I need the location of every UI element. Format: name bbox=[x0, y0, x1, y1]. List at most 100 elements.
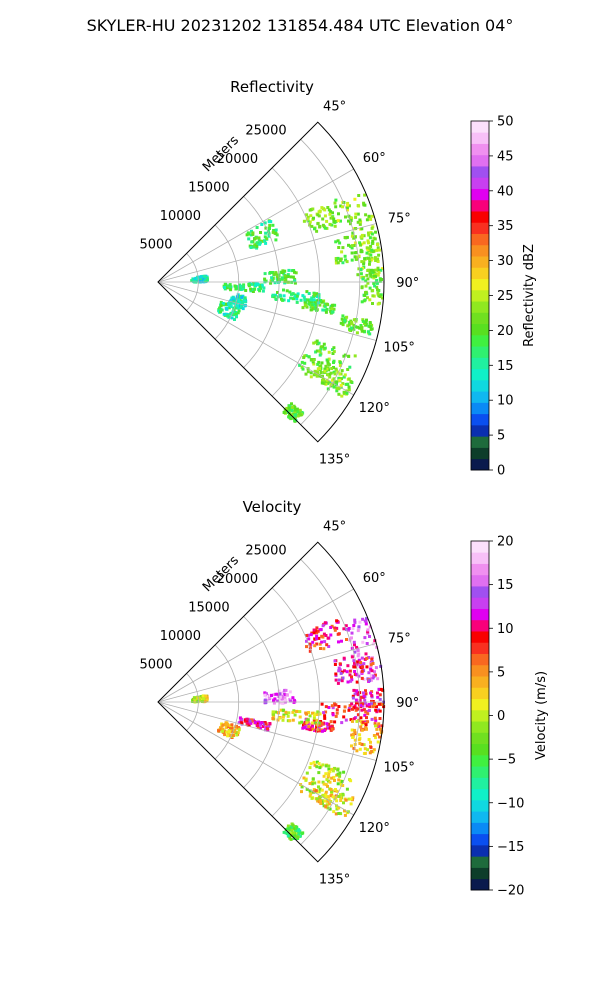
reflectivity-echo-cell bbox=[242, 284, 245, 288]
velocity-echo-cell bbox=[295, 825, 299, 829]
velocity-echo-cell bbox=[237, 728, 241, 732]
reflectivity-echo-cell bbox=[361, 277, 365, 281]
reflectivity-echo-cell bbox=[312, 216, 315, 220]
reflectivity-echo-cell bbox=[237, 306, 241, 309]
reflectivity-echo-cell bbox=[264, 231, 268, 235]
velocity-echo-cell bbox=[223, 733, 227, 737]
reflectivity-echo-cell bbox=[293, 406, 297, 409]
reflectivity-echo-cell bbox=[331, 304, 334, 308]
reflectivity-echo-cell bbox=[289, 296, 293, 300]
reflectivity-echo-cell bbox=[303, 300, 307, 304]
velocity-echo-cell bbox=[321, 624, 325, 628]
velocity-echo-cell bbox=[313, 763, 317, 767]
reflectivity-colorbar-tick-label: 15 bbox=[497, 359, 514, 374]
velocity-echo-cell bbox=[349, 802, 353, 806]
reflectivity-echo-cell bbox=[368, 262, 371, 266]
reflectivity-echo-cell bbox=[223, 282, 227, 286]
reflectivity-echo-cell bbox=[346, 368, 350, 371]
velocity-echo-cell bbox=[316, 710, 320, 714]
velocity-colorbar-swatch bbox=[471, 653, 489, 666]
velocity-echo-cell bbox=[315, 626, 319, 630]
velocity-echo-cell bbox=[330, 776, 334, 780]
velocity-echo-cell bbox=[333, 779, 336, 782]
reflectivity-echo-cell bbox=[285, 406, 289, 410]
reflectivity-echo-cell bbox=[315, 303, 318, 307]
reflectivity-echo-cell bbox=[353, 241, 357, 245]
velocity-echo-cell bbox=[278, 692, 282, 696]
reflectivity-colorbar-swatch bbox=[471, 121, 489, 133]
reflectivity-echo-cell bbox=[371, 294, 375, 298]
reflectivity-colorbar-swatch bbox=[471, 379, 489, 392]
velocity-echo-cell bbox=[368, 751, 372, 755]
velocity-echo-cell bbox=[355, 660, 359, 664]
reflectivity-echo-cell bbox=[274, 271, 278, 275]
velocity-echo-cell bbox=[311, 727, 315, 731]
reflectivity-echo-cell bbox=[367, 252, 371, 256]
velocity-radial-tick-label: 10000 bbox=[160, 629, 201, 644]
reflectivity-echo-cell bbox=[255, 244, 259, 248]
reflectivity-echo-cell bbox=[303, 361, 307, 365]
reflectivity-echo-cell bbox=[255, 241, 259, 245]
velocity-colorbar-swatch bbox=[471, 563, 489, 576]
velocity-echo-cell bbox=[379, 664, 383, 668]
velocity-echo-cell bbox=[327, 798, 331, 802]
reflectivity-echo-cell bbox=[368, 246, 372, 250]
velocity-echo-cell bbox=[353, 738, 357, 742]
reflectivity-echo-cell bbox=[323, 346, 327, 350]
reflectivity-echo-region bbox=[302, 198, 347, 233]
velocity-radial-tick-label: 15000 bbox=[188, 600, 229, 615]
velocity-echo-cell bbox=[355, 645, 359, 649]
reflectivity-echo-cell bbox=[362, 241, 366, 245]
reflectivity-echo-cell bbox=[233, 318, 236, 321]
reflectivity-echo-cell bbox=[283, 274, 287, 278]
velocity-echo-cell bbox=[360, 669, 364, 673]
reflectivity-echo-cell bbox=[342, 390, 346, 394]
reflectivity-echo-cell bbox=[360, 325, 364, 329]
reflectivity-echo-cell bbox=[359, 324, 363, 327]
velocity-echo-cell bbox=[260, 721, 264, 725]
reflectivity-echo-cell bbox=[319, 371, 323, 374]
velocity-echo-cell bbox=[316, 629, 320, 633]
velocity-echo-cell bbox=[348, 704, 352, 708]
reflectivity-echo-cell bbox=[369, 268, 373, 272]
velocity-echo-cell bbox=[274, 692, 278, 696]
reflectivity-echo-cell bbox=[240, 295, 244, 299]
reflectivity-echo-cell bbox=[371, 239, 375, 243]
reflectivity-echo-cell bbox=[299, 298, 303, 302]
reflectivity-echo-cell bbox=[347, 385, 351, 389]
velocity-echo-region bbox=[350, 719, 384, 755]
velocity-echo-cell bbox=[351, 627, 355, 630]
reflectivity-echo-cell bbox=[354, 215, 358, 219]
velocity-echo-cell bbox=[325, 643, 329, 647]
reflectivity-echo-cell bbox=[341, 246, 345, 250]
reflectivity-echo-cell bbox=[343, 254, 347, 258]
velocity-echo-cell bbox=[333, 628, 337, 632]
velocity-echo-cell bbox=[322, 728, 326, 732]
reflectivity-echo-cell bbox=[339, 385, 343, 389]
velocity-echo-cell bbox=[245, 717, 249, 721]
velocity-echo-cell bbox=[353, 643, 356, 647]
reflectivity-echo-cell bbox=[243, 296, 247, 300]
velocity-echo-cell bbox=[282, 709, 286, 713]
velocity-echo-cell bbox=[312, 631, 316, 635]
reflectivity-echo-cell bbox=[317, 360, 321, 364]
reflectivity-colorbar-swatch bbox=[471, 132, 489, 144]
velocity-echo-cell bbox=[339, 812, 343, 816]
reflectivity-echo-cell bbox=[317, 374, 321, 378]
velocity-echo-cell bbox=[326, 784, 329, 788]
velocity-echo-region bbox=[263, 688, 297, 705]
velocity-echo-cell bbox=[376, 732, 379, 736]
velocity-echo-cell bbox=[230, 726, 234, 730]
reflectivity-azimuth-line bbox=[157, 223, 377, 283]
velocity-echo-cell bbox=[292, 831, 296, 835]
velocity-echo-cell bbox=[372, 748, 376, 752]
velocity-echo-cell bbox=[315, 718, 319, 722]
velocity-echo-cell bbox=[364, 622, 368, 626]
velocity-echo-cell bbox=[329, 633, 333, 637]
velocity-echo-region bbox=[282, 822, 305, 841]
reflectivity-echo-cell bbox=[241, 301, 244, 305]
reflectivity-panel: Reflectivity 45°60°75°90°105°120°135°500… bbox=[139, 78, 537, 479]
reflectivity-angle-tick-label: 60° bbox=[363, 151, 386, 166]
reflectivity-echo-cell bbox=[282, 411, 286, 414]
